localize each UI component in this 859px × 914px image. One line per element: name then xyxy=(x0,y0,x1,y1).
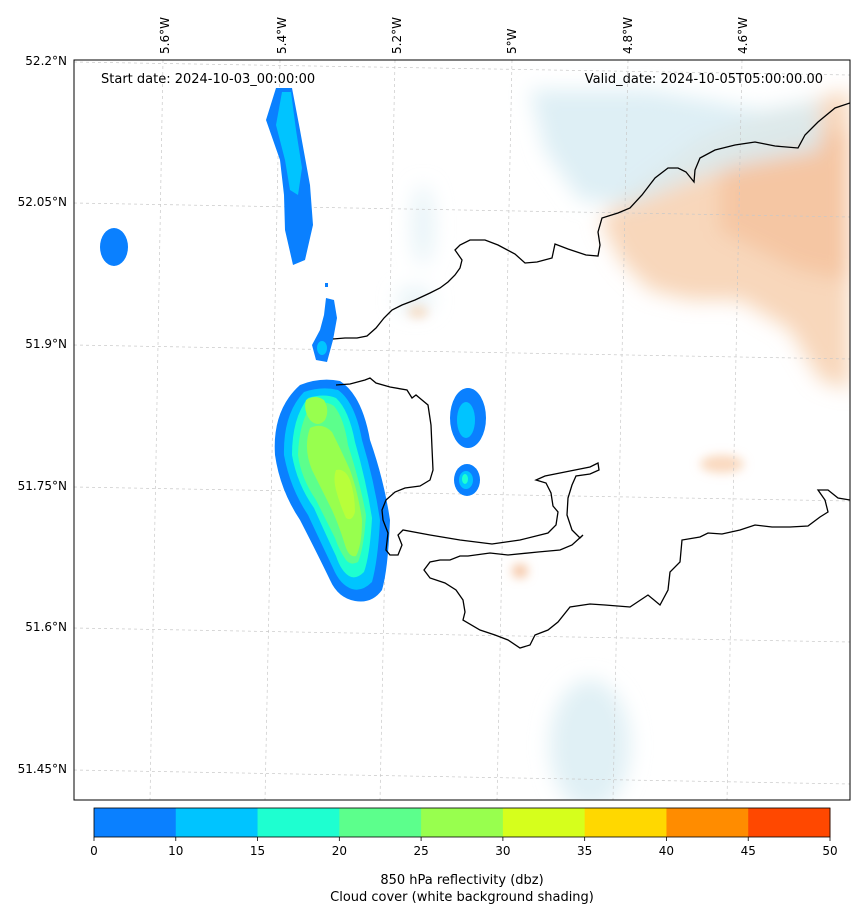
lat-tick-label: 52.05°N xyxy=(18,195,67,209)
start-date-label: Start date: 2024-10-03_00:00:00 xyxy=(101,72,315,87)
cloud-cool-north xyxy=(530,90,820,205)
map-frame xyxy=(73,59,851,801)
colorbar-swatch xyxy=(748,808,831,837)
colorbar-label-line2: Cloud cover (white background shading) xyxy=(330,890,594,905)
reflectivity-cell-west xyxy=(100,228,128,266)
lon-tick-label: 4.6°W xyxy=(736,17,750,54)
cloud-cool-west xyxy=(413,185,433,265)
colorbar-frame xyxy=(93,807,831,838)
coastline-main xyxy=(332,102,850,340)
colorbar-tick-label: 30 xyxy=(495,844,510,858)
colorbar-swatch xyxy=(175,808,259,837)
cloud-cool-south xyxy=(550,680,630,800)
colorbar-swatches xyxy=(94,808,831,837)
map-panel xyxy=(74,60,850,800)
reflectivity-cell-small-inner xyxy=(317,341,327,355)
lat-tick-label: 51.45°N xyxy=(18,762,67,776)
lon-tick-label: 4.8°W xyxy=(621,17,635,54)
longitude-ticks: 5.6°W 5.4°W 5.2°W 5°W 4.8°W 4.6°W xyxy=(158,17,750,54)
colorbar-tick-label: 40 xyxy=(659,844,674,858)
colorbar: 0 10 15 20 25 30 35 40 45 50 850 hPa reflectivity… xyxy=(90,807,838,905)
lat-tick-label: 51.9°N xyxy=(25,337,67,351)
lat-tick-label: 51.75°N xyxy=(18,479,67,493)
cloud-warm-spot-east xyxy=(700,455,744,473)
colorbar-swatch xyxy=(339,808,422,837)
colorbar-swatch xyxy=(421,808,504,837)
colorbar-tick-label: 35 xyxy=(577,844,592,858)
lat-tick-label: 52.2°N xyxy=(25,54,67,68)
reflectivity-storm-band-25-core xyxy=(334,469,355,520)
colorbar-label-line1: 850 hPa reflectivity (dbz) xyxy=(380,873,543,888)
lon-tick-label: 5.4°W xyxy=(275,17,289,54)
colorbar-tick-label: 10 xyxy=(168,844,183,858)
reflectivity-cell-east-inner xyxy=(457,402,475,438)
reflectivity-speck xyxy=(325,283,328,287)
colorbar-tick-label: 20 xyxy=(332,844,347,858)
lon-tick-label: 5.2°W xyxy=(390,17,404,54)
cloud-warm-spot-small xyxy=(512,564,528,578)
colorbar-tick-label: 25 xyxy=(413,844,428,858)
lat-tick-label: 51.6°N xyxy=(25,620,67,634)
colorbar-tick-label: 0 xyxy=(90,844,98,858)
colorbar-tick-label: 45 xyxy=(741,844,756,858)
reflectivity-storm-band-25 xyxy=(306,425,362,557)
cloud-warm-core xyxy=(720,130,850,280)
reflectivity-band-north-inner xyxy=(276,92,302,195)
colorbar-tick-label: 50 xyxy=(822,844,837,858)
reflectivity-field xyxy=(100,88,486,602)
coastline-peninsula xyxy=(335,377,850,649)
reflectivity-storm-band-25-north xyxy=(305,397,328,424)
valid-date-label: Valid_date: 2024-10-05T05:00:00.00 xyxy=(585,72,823,87)
lon-tick-label: 5°W xyxy=(505,28,519,54)
coastline xyxy=(332,102,850,649)
reflectivity-cell-southeast-core xyxy=(462,474,468,484)
cloud-warm-spot-coast xyxy=(408,306,428,318)
colorbar-tick-label: 15 xyxy=(250,844,265,858)
latitude-ticks: 52.2°N 52.05°N 51.9°N 51.75°N 51.6°N 51.… xyxy=(18,54,67,776)
colorbar-swatch xyxy=(584,808,667,837)
colorbar-swatch xyxy=(666,808,749,837)
colorbar-swatch xyxy=(94,808,177,837)
colorbar-swatch xyxy=(502,808,586,837)
lon-tick-label: 5.6°W xyxy=(158,17,172,54)
colorbar-swatch xyxy=(257,808,340,837)
cloud-cover-shading xyxy=(397,90,850,800)
colorbar-ticks: 0 10 15 20 25 30 35 40 45 50 xyxy=(90,837,838,858)
